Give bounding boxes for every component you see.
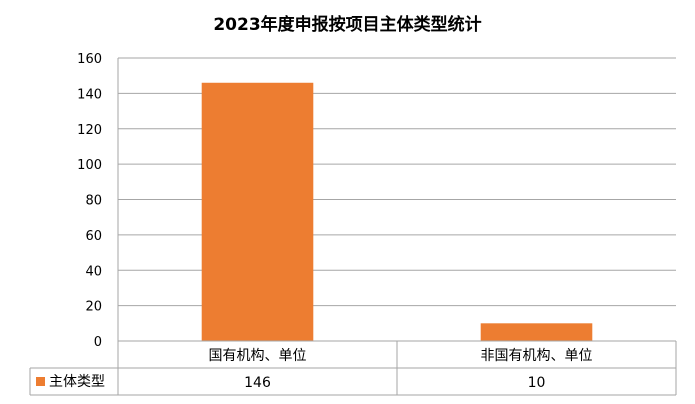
data-label: 146 <box>244 375 271 391</box>
y-tick-label: 60 <box>85 229 102 244</box>
x-category-label: 国有机构、单位 <box>209 348 307 364</box>
y-tick-label: 80 <box>85 194 102 209</box>
legend-label: 主体类型 <box>49 374 105 390</box>
y-tick-label: 0 <box>94 335 102 350</box>
y-tick-label: 120 <box>77 123 102 138</box>
legend-swatch <box>36 377 45 386</box>
y-tick-label: 100 <box>77 158 102 173</box>
chart-title: 2023年度申报按项目主体类型统计 <box>213 15 482 35</box>
y-tick-label: 160 <box>77 52 102 67</box>
bar-2 <box>480 323 593 341</box>
data-label: 10 <box>528 375 546 391</box>
x-category-label: 非国有机构、单位 <box>481 348 593 364</box>
bar-1 <box>201 82 314 341</box>
y-tick-label: 40 <box>85 264 102 279</box>
y-tick-label: 140 <box>77 87 102 102</box>
y-tick-label: 20 <box>85 300 102 315</box>
